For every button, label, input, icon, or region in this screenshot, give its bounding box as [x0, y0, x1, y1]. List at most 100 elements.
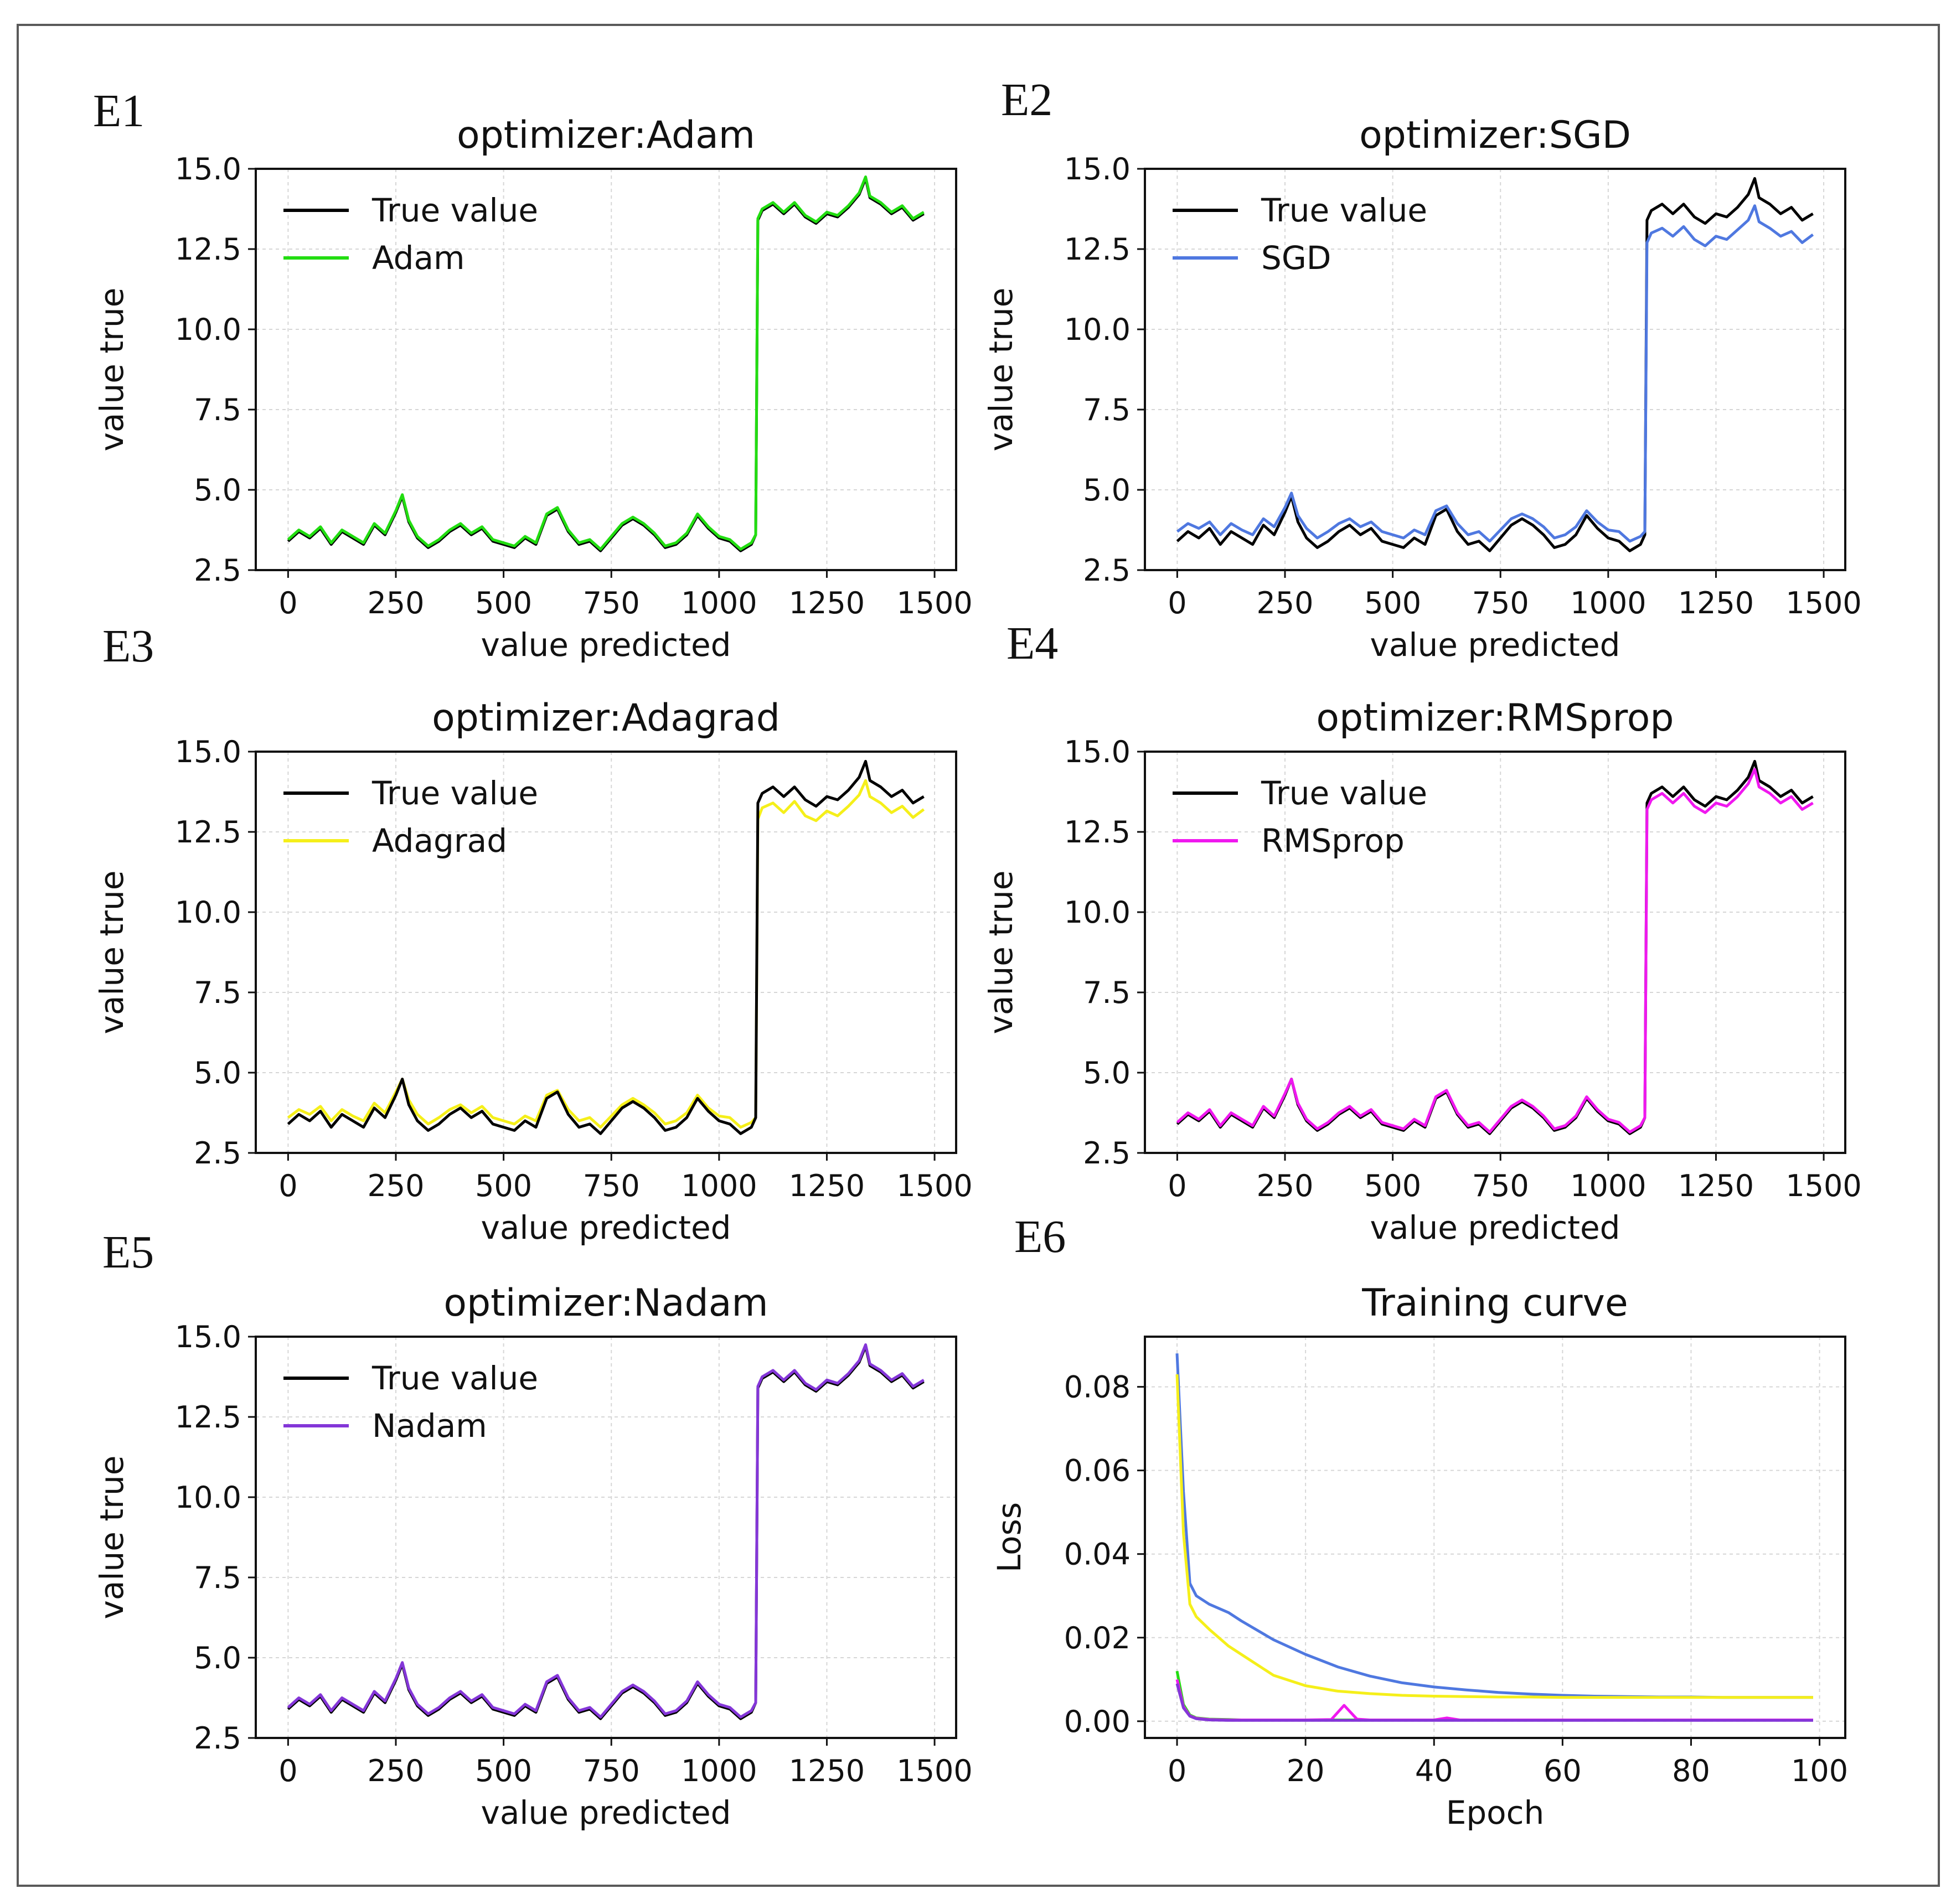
y-tick-label: 15.0 [175, 734, 241, 769]
chart-e3: E3 optimizer:Adagrad 0 250 500 750 1000 1250 150… [93, 620, 973, 1246]
series-line-nadam [287, 1343, 925, 1719]
chart-e2: E2 optimizer:SGD 0 250 500 750 1000 1250 1500 2.5… [982, 74, 1862, 664]
plot-frame [255, 168, 957, 571]
panel-label: E1 [93, 85, 144, 137]
x-axis-label: value predicted [1370, 626, 1620, 664]
x-tick-label: 1500 [896, 586, 972, 620]
panel-label: E3 [102, 620, 154, 672]
panel-label: E5 [102, 1227, 154, 1278]
x-tick-label: 1250 [789, 1753, 865, 1788]
x-tick-label: 250 [367, 1753, 424, 1788]
y-tick-label: 0.02 [1064, 1621, 1131, 1655]
x-tick-label: 20 [1287, 1753, 1325, 1788]
y-tick-label: 5.0 [194, 473, 241, 508]
y-tick-label: 15.0 [175, 1320, 241, 1354]
y-tick-label: 5.0 [194, 1056, 241, 1090]
x-tick-label: 80 [1672, 1753, 1710, 1788]
y-tick-label: 10.0 [175, 895, 241, 930]
x-axis-label: value predicted [481, 626, 731, 664]
y-tick-label: 0.00 [1064, 1704, 1131, 1739]
chart-title: optimizer:RMSprop [1316, 696, 1674, 740]
y-tick-label: 15.0 [1064, 734, 1131, 769]
y-tick-label: 2.5 [1083, 1136, 1131, 1171]
y-tick-label: 10.0 [1064, 895, 1131, 930]
chart-e4: E4 optimizer:RMSprop 0 250 500 750 1000 1250 150… [982, 618, 1862, 1246]
x-tick-label: 60 [1544, 1753, 1582, 1788]
y-axis-label: value true [93, 1456, 131, 1620]
x-tick-label: 0 [278, 1753, 297, 1788]
plot-frame [255, 1336, 957, 1739]
y-tick-label: 7.5 [194, 392, 241, 427]
y-tick-label: 10.0 [175, 312, 241, 347]
x-tick-label: 1500 [896, 1168, 972, 1203]
x-tick-label: 500 [1364, 586, 1421, 620]
y-axis-label: value true [93, 288, 131, 452]
x-tick-label: 0 [1168, 586, 1186, 620]
x-tick-label: 750 [1472, 1168, 1529, 1203]
x-tick-label: 250 [1256, 1168, 1313, 1203]
chart-e5: E5 optimizer:Nadam 0 250 500 750 1000 1250 1500 2… [93, 1227, 973, 1831]
x-tick-label: 750 [583, 1753, 640, 1788]
y-tick-label: 2.5 [1083, 553, 1131, 588]
x-tick-label: 1250 [1678, 586, 1754, 620]
x-axis-label: Epoch [1446, 1794, 1545, 1831]
plot-frame [255, 751, 957, 1154]
legend-label: Adam [372, 239, 465, 277]
x-axis-label: value predicted [481, 1794, 731, 1831]
series-line-adam [287, 175, 925, 551]
legend-label: True value [1261, 774, 1427, 812]
y-tick-label: 12.5 [175, 815, 241, 850]
y-tick-label: 7.5 [194, 975, 241, 1010]
x-tick-label: 750 [583, 1168, 640, 1203]
chart-title: optimizer:Adagrad [432, 696, 780, 740]
x-tick-label: 750 [583, 586, 640, 620]
legend-label: Adagrad [372, 822, 507, 860]
x-tick-label: 40 [1415, 1753, 1453, 1788]
chart-e6: E6 Training curve 0 20 40 60 80 100 0.00 0.02 0.04… [990, 1211, 1848, 1831]
y-tick-label: 5.0 [1083, 1056, 1131, 1090]
y-tick-label: 10.0 [1064, 312, 1131, 347]
y-axis-label: value true [982, 288, 1020, 452]
legend-label: Nadam [372, 1407, 487, 1445]
chart-title: optimizer:Nadam [443, 1281, 768, 1325]
x-tick-label: 1500 [1785, 586, 1861, 620]
series-line-true-value [1176, 177, 1814, 552]
y-tick-label: 0.08 [1064, 1370, 1131, 1405]
y-tick-label: 5.0 [1083, 473, 1131, 508]
plot-frame [1144, 168, 1846, 571]
x-tick-label: 0 [278, 1168, 297, 1203]
x-tick-label: 1000 [1570, 1168, 1646, 1203]
x-tick-label: 1000 [681, 1753, 757, 1788]
x-tick-label: 500 [1364, 1168, 1421, 1203]
x-tick-label: 750 [1472, 586, 1529, 620]
chart-title: optimizer:Adam [457, 113, 755, 157]
y-tick-label: 12.5 [1064, 232, 1131, 267]
x-tick-label: 0 [1168, 1168, 1186, 1203]
y-tick-label: 12.5 [1064, 815, 1131, 850]
x-tick-label: 250 [367, 586, 424, 620]
y-tick-label: 12.5 [175, 232, 241, 267]
x-tick-label: 1500 [896, 1753, 972, 1788]
y-tick-label: 15.0 [175, 152, 241, 187]
legend-label: True value [371, 192, 538, 229]
y-axis-label: value true [93, 871, 131, 1034]
panel-label: E6 [1014, 1211, 1066, 1263]
charts-layer: E1 optimizer:Adam 0 250 500 750 1000 1250 1500 2.… [93, 74, 1862, 1831]
plot-frame [1144, 1336, 1846, 1739]
x-tick-label: 0 [278, 586, 297, 620]
plot-frame [1144, 751, 1846, 1154]
y-tick-label: 0.06 [1064, 1453, 1131, 1488]
x-axis-label: value predicted [481, 1209, 731, 1246]
x-tick-label: 1250 [789, 586, 865, 620]
x-tick-label: 500 [475, 586, 532, 620]
y-tick-label: 15.0 [1064, 152, 1131, 187]
legend-label: True value [371, 774, 538, 812]
series-line-rmsprop [1176, 768, 1814, 1134]
x-tick-label: 1000 [681, 586, 757, 620]
x-tick-label: 250 [1256, 586, 1313, 620]
panel-label: E2 [1001, 74, 1052, 126]
series-line-series-4 [1175, 1683, 1813, 1722]
x-tick-label: 1500 [1785, 1168, 1861, 1203]
legend-label: True value [1261, 192, 1427, 229]
